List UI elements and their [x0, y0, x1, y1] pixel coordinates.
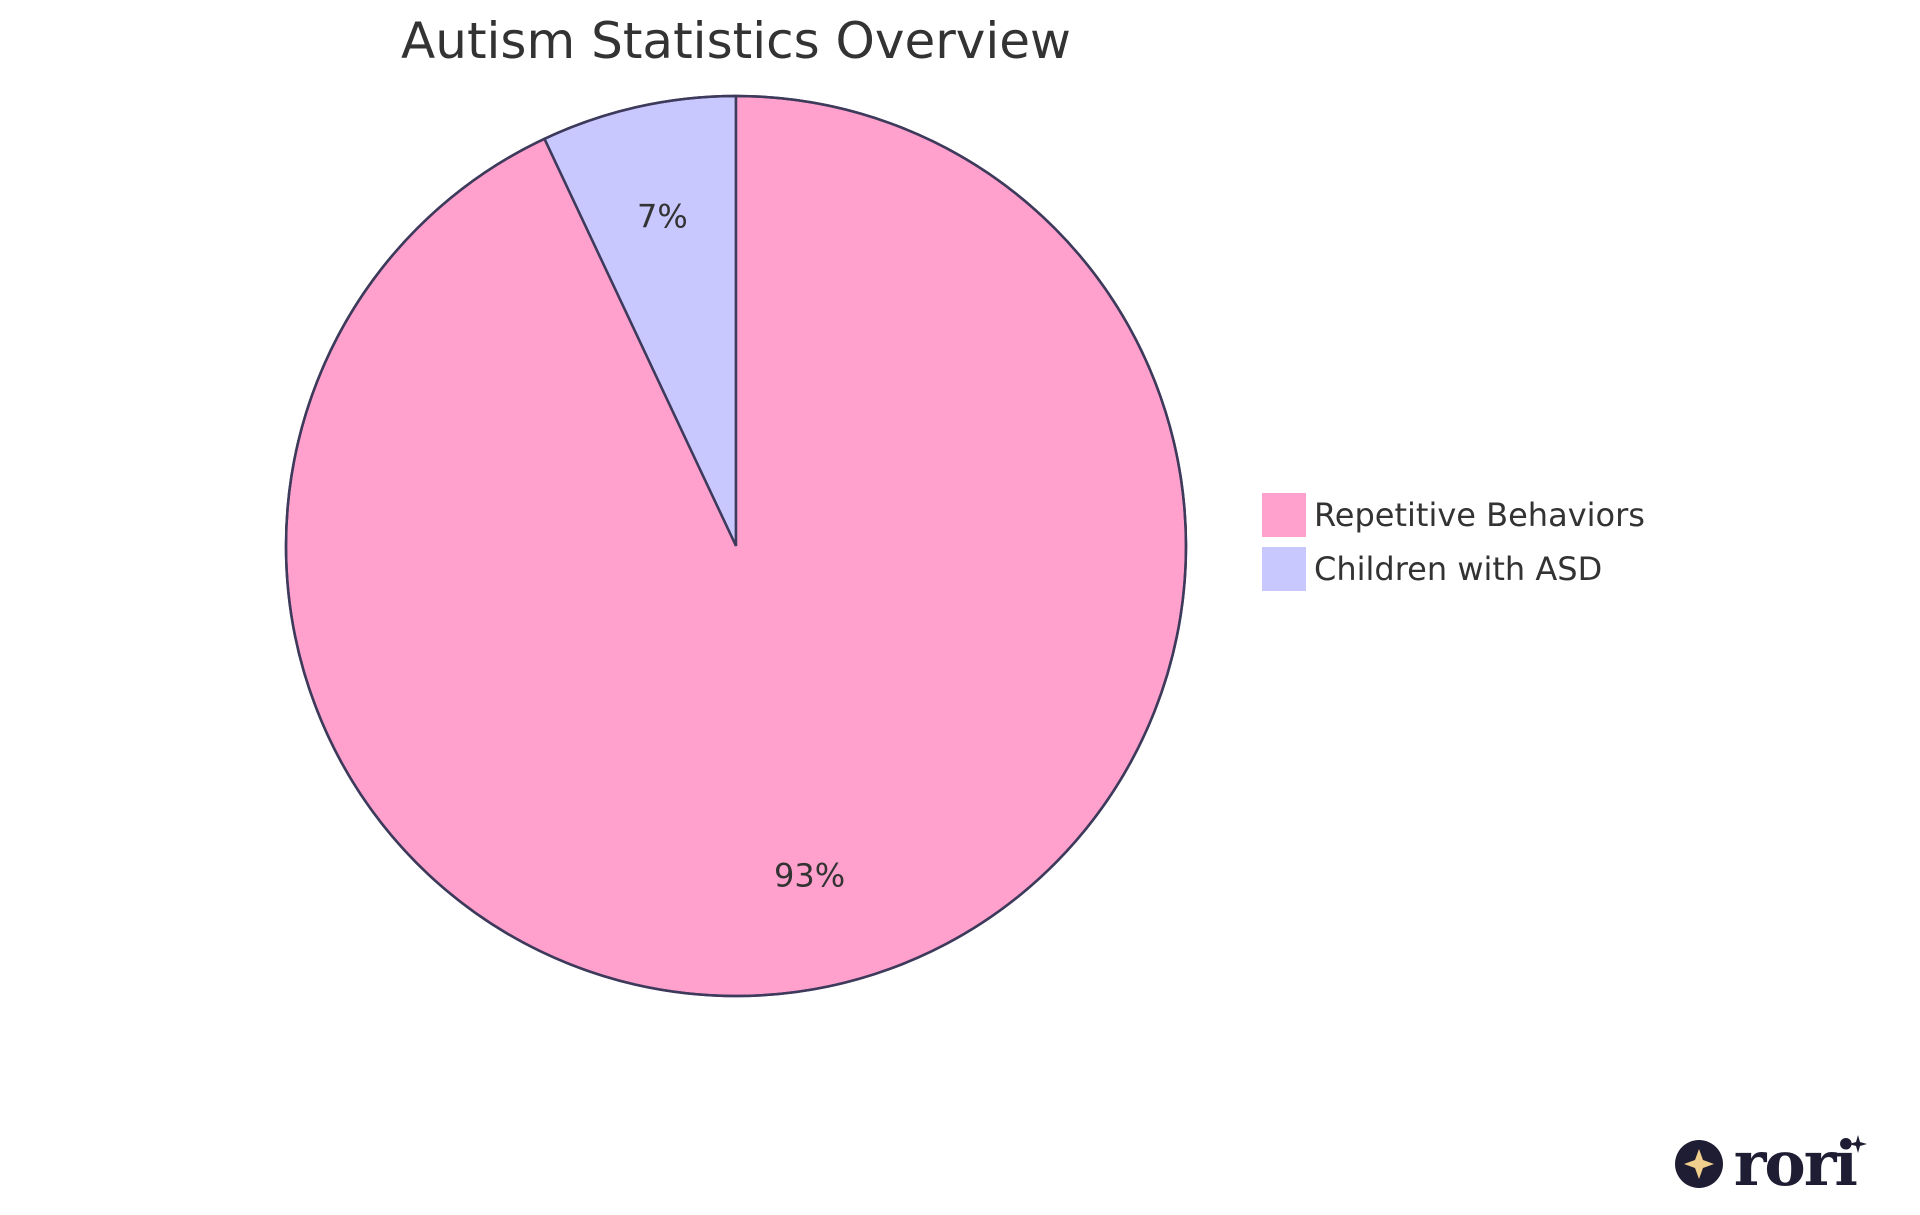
legend-swatch-children-with-asd [1262, 547, 1306, 591]
chart-title: Autism Statistics Overview [401, 12, 1071, 70]
pie-slice-labels: 7% 93% [637, 198, 845, 895]
logo-wordmark: rori [1733, 1127, 1858, 1200]
pie-label-repetitive-behaviors: 93% [774, 856, 845, 894]
sparkle-circle-icon [1674, 1140, 1723, 1188]
legend-label-repetitive-behaviors: Repetitive Behaviors [1314, 496, 1645, 534]
rori-logo: rori [1674, 1133, 1868, 1195]
legend-label-children-with-asd: Children with ASD [1314, 550, 1602, 588]
pie-label-children-with-asd: 7% [637, 198, 688, 236]
pie-slices [284, 94, 1188, 998]
chart-legend: Repetitive Behaviors Children with ASD [1262, 493, 1645, 591]
pie-slice-repetitive-behaviors [284, 94, 1188, 998]
legend-swatch-repetitive-behaviors [1262, 493, 1306, 537]
pie-outline [284, 94, 1188, 998]
star-accent-icon [1849, 1135, 1867, 1153]
